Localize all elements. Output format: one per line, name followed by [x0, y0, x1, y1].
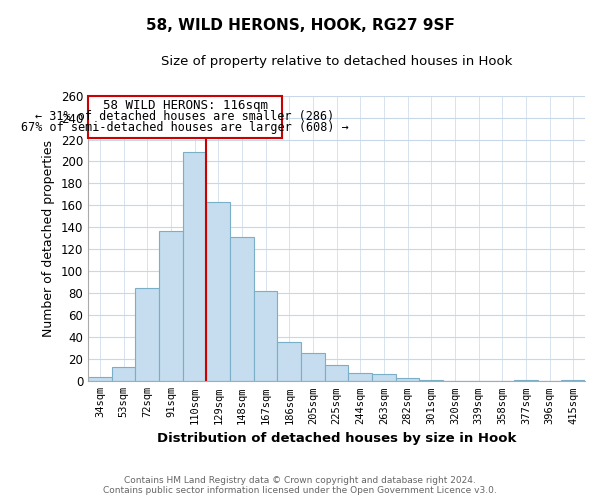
Bar [562, 380, 585, 382]
Bar [112, 367, 136, 382]
Bar [419, 380, 443, 382]
Bar [349, 372, 372, 382]
Text: 58, WILD HERONS, HOOK, RG27 9SF: 58, WILD HERONS, HOOK, RG27 9SF [146, 18, 454, 32]
Bar [88, 377, 112, 382]
Text: 67% of semi-detached houses are larger (608) →: 67% of semi-detached houses are larger (… [21, 121, 349, 134]
Bar [396, 378, 419, 382]
Text: Contains HM Land Registry data © Crown copyright and database right 2024.
Contai: Contains HM Land Registry data © Crown c… [103, 476, 497, 495]
Bar [254, 291, 277, 382]
Bar [230, 238, 254, 382]
Bar [183, 152, 206, 382]
Bar [136, 288, 159, 382]
Text: ← 31% of detached houses are smaller (286): ← 31% of detached houses are smaller (28… [35, 110, 335, 123]
X-axis label: Distribution of detached houses by size in Hook: Distribution of detached houses by size … [157, 432, 516, 445]
Bar [514, 380, 538, 382]
FancyBboxPatch shape [88, 96, 282, 138]
Bar [206, 202, 230, 382]
Bar [301, 352, 325, 382]
Bar [372, 374, 396, 382]
Text: 58 WILD HERONS: 116sqm: 58 WILD HERONS: 116sqm [103, 99, 268, 112]
Bar [277, 342, 301, 382]
Y-axis label: Number of detached properties: Number of detached properties [42, 140, 55, 337]
Bar [325, 365, 349, 382]
Title: Size of property relative to detached houses in Hook: Size of property relative to detached ho… [161, 55, 512, 68]
Bar [159, 230, 183, 382]
